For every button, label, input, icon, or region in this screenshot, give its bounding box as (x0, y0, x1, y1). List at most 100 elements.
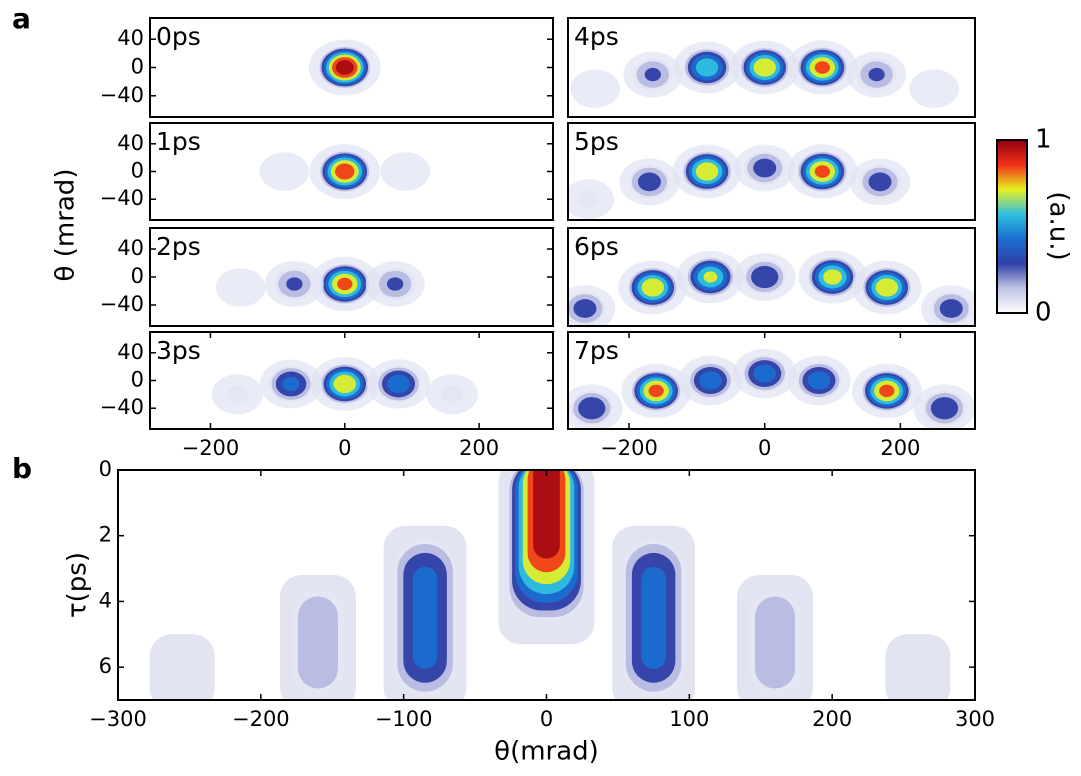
panel-letter: a (12, 2, 31, 35)
spot (380, 152, 431, 191)
plot-frame (567, 331, 976, 430)
spot-level (814, 61, 830, 74)
spot-halo (259, 152, 310, 191)
spot-level (644, 67, 661, 82)
spot (259, 152, 310, 191)
spot-level (578, 397, 606, 420)
spot (568, 384, 623, 429)
plot-area (211, 357, 478, 415)
spot-level (282, 376, 300, 392)
spot (921, 285, 975, 326)
spot-level (939, 299, 963, 318)
streak-level (755, 596, 796, 689)
spot (365, 261, 425, 307)
streak-halo (885, 634, 951, 700)
x-tick-label: 200 (812, 707, 852, 731)
streak-level (533, 470, 560, 559)
spot (672, 144, 742, 199)
spot-level (753, 364, 776, 383)
spot-halo (570, 69, 620, 109)
spot-level (868, 172, 892, 192)
y-tick-label: 2 (99, 523, 112, 547)
streak-halo (149, 634, 215, 700)
plot-area (568, 250, 975, 326)
spot (310, 357, 380, 411)
streak (279, 575, 356, 700)
x-tick-label: −200 (600, 436, 658, 460)
spot-level (695, 58, 719, 77)
y-tick-label: 40 (117, 340, 144, 364)
spot-level (823, 269, 842, 285)
y-tick-label: 0 (131, 159, 144, 183)
streak (383, 525, 467, 700)
streak (612, 525, 696, 700)
spot-level (930, 397, 959, 420)
y-tick-label: 40 (117, 131, 144, 155)
spot-level (333, 374, 357, 394)
y-tick-label: −40 (100, 186, 144, 210)
spot (798, 250, 867, 304)
streak (149, 634, 215, 700)
y-tick-label: 40 (117, 26, 144, 50)
spot (215, 268, 266, 307)
plot-area (308, 39, 381, 96)
spot-level (753, 58, 776, 77)
x-tick-label: −200 (232, 707, 290, 731)
spot (732, 348, 797, 399)
spot-level (648, 384, 664, 398)
plot-area (259, 144, 431, 199)
streak-level (412, 566, 438, 669)
spot-level (573, 299, 597, 318)
spot (787, 144, 858, 199)
spot (852, 260, 922, 315)
spot-halo (380, 152, 431, 191)
colorbar-label: (a.u.) (1044, 191, 1074, 260)
y-tick-label: 0 (131, 368, 144, 392)
spot (673, 41, 741, 94)
colorbar-tick-label: 1 (1035, 125, 1052, 155)
spot (849, 158, 911, 206)
spot-level (387, 374, 410, 394)
spot (678, 355, 743, 406)
streak (885, 634, 951, 700)
spot (787, 40, 858, 95)
panel-title: 5ps (574, 127, 619, 156)
colorbar-tick-label: 0 (1035, 298, 1052, 328)
streak-level (641, 566, 666, 669)
spot (619, 158, 680, 206)
y-axis-label: θ (mrad) (51, 169, 81, 282)
spot-halo (909, 69, 960, 109)
y-tick-label: 0 (131, 264, 144, 288)
panel-title: 3ps (156, 336, 201, 365)
spot-level (387, 277, 404, 291)
plot-frame (567, 17, 976, 118)
spot-level (753, 158, 777, 178)
spot (676, 250, 745, 304)
plot-area (570, 40, 960, 109)
spot-level (703, 271, 718, 283)
y-tick-label: 4 (99, 588, 112, 612)
plot-area (568, 348, 975, 429)
y-axis-label: τ(ps) (63, 552, 93, 618)
panel-title: 1ps (156, 127, 201, 156)
spot-halo (215, 268, 266, 307)
spot (309, 144, 381, 199)
panel-title: 7ps (574, 336, 619, 365)
spot (309, 256, 380, 312)
spot-level (226, 385, 248, 404)
y-tick-label: −40 (100, 292, 144, 316)
x-tick-label: 200 (880, 436, 920, 460)
streak-level (297, 596, 338, 689)
spot-level (337, 277, 353, 291)
spot-level (695, 162, 719, 181)
spot-level (335, 60, 354, 75)
y-tick-label: −40 (100, 395, 144, 419)
spot (211, 374, 263, 415)
spot-level (641, 278, 665, 297)
spot-level (335, 163, 355, 180)
spot-level (875, 278, 899, 297)
spot-level (814, 165, 830, 178)
spot (308, 39, 381, 96)
spot-level (879, 384, 895, 398)
